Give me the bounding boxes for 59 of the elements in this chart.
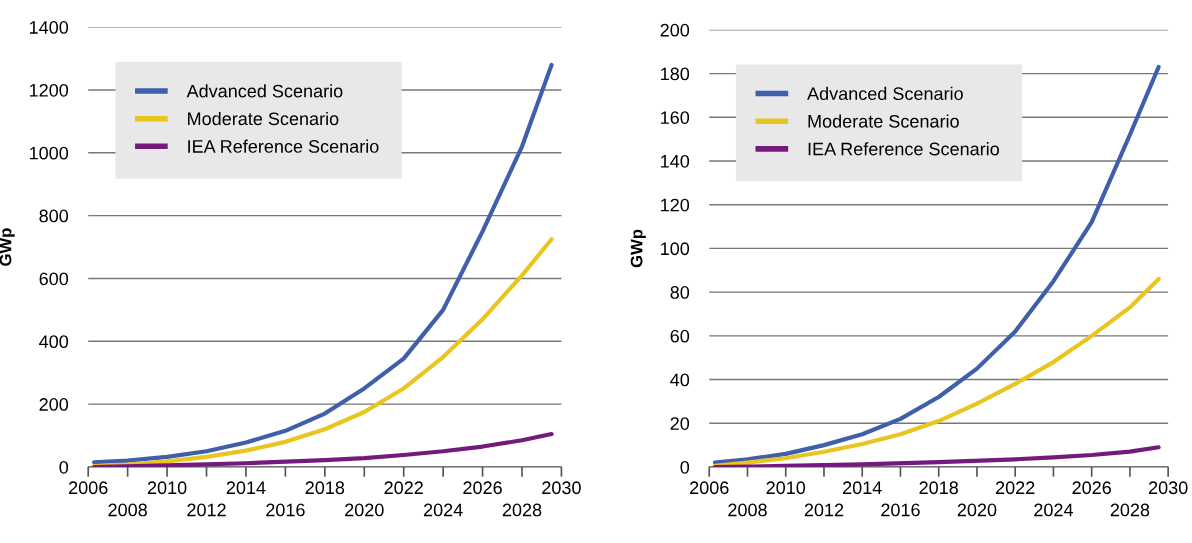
x-tick-label: 2022 (384, 481, 423, 495)
y-tick-label: 140 (661, 154, 690, 168)
line-series (92, 431, 554, 467)
text: 2012 (804, 503, 844, 517)
text: 2024 (423, 503, 463, 517)
x-tick-label: 2018 (919, 481, 958, 495)
y-tick-label: 40 (670, 373, 690, 387)
legend-label: Moderate Scenario (188, 111, 339, 126)
text: 2008 (108, 503, 147, 517)
y-tick-label: 0 (680, 460, 690, 474)
y-tick-label: 120 (661, 198, 690, 212)
y-tick-label: 80 (670, 286, 690, 299)
text: 2028 (502, 503, 542, 517)
y-tick-label: 0 (59, 460, 69, 474)
x-tick-label: 2006 (69, 481, 108, 495)
y-tick-label: 160 (661, 111, 690, 125)
y-tick-label: 60 (670, 329, 690, 343)
x-tick-label: 2010 (147, 481, 187, 495)
text: 2016 (266, 503, 305, 517)
text: 2016 (881, 503, 920, 517)
y-tick-label: 20 (670, 417, 690, 430)
y-tick-label: 100 (661, 242, 690, 256)
text: 2024 (1034, 503, 1073, 517)
y-tick-label: 200 (39, 398, 69, 411)
y-tick-label: 600 (39, 272, 69, 286)
legend-label: IEA Reference Scenario (808, 142, 999, 156)
y-axis-title: GWp (630, 229, 646, 268)
text: 2012 (187, 503, 226, 517)
x-tick-label: 2026 (1072, 481, 1111, 495)
line-series (92, 62, 554, 465)
x-tick-label: 2010 (766, 481, 806, 495)
line-series (712, 276, 1161, 467)
x-tick-label: 2014 (226, 481, 266, 495)
line-series (92, 237, 554, 467)
x-tick-label: 2026 (463, 481, 502, 495)
x-tick-label: 2022 (996, 481, 1035, 495)
y-tick-label: 200 (660, 23, 690, 37)
y-tick-label: 1000 (29, 146, 69, 160)
line-series (712, 445, 1161, 467)
line-series (712, 64, 1161, 465)
y-tick-label: 800 (39, 209, 69, 223)
text: 2020 (345, 503, 384, 517)
y-tick-label: 180 (661, 67, 690, 81)
y-tick-label: 400 (39, 335, 69, 349)
y-tick-label: 1200 (29, 83, 69, 97)
x-tick-label: 2030 (542, 481, 581, 495)
legend-label: IEA Reference Scenario (188, 139, 379, 153)
text: 2020 (957, 503, 997, 517)
legend-label: Advanced Scenario (186, 84, 343, 98)
legend-label: Advanced Scenario (807, 86, 963, 101)
y-tick-label: 1400 (29, 21, 69, 34)
legend-label: Moderate Scenario (808, 114, 959, 128)
text: 2008 (728, 503, 767, 517)
x-tick-label: 2014 (843, 481, 882, 495)
x-tick-label: 2030 (1148, 481, 1188, 495)
text: 2028 (1110, 503, 1150, 517)
y-axis-title: GWp (0, 228, 15, 266)
x-tick-label: 2006 (690, 481, 729, 495)
x-tick-label: 2018 (305, 481, 345, 495)
